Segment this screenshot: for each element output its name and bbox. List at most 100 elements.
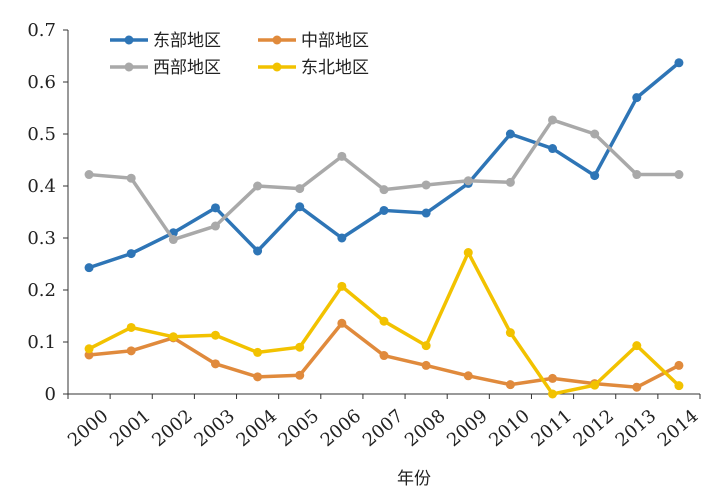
data-point	[126, 346, 136, 356]
data-point	[421, 208, 431, 218]
legend-label: 东北地区	[301, 58, 369, 78]
legend-label: 西部地区	[153, 58, 221, 78]
x-tick-label: 2012	[570, 406, 619, 452]
data-point	[253, 181, 263, 191]
x-tick-label: 2014	[654, 406, 703, 452]
x-tick-label: 2000	[64, 406, 113, 452]
legend-label: 中部地区	[301, 31, 369, 51]
data-point	[253, 347, 263, 357]
data-point	[84, 170, 94, 180]
legend-item: 西部地区	[110, 58, 221, 78]
x-tick-group: 2000200120022003200420052006200720082009…	[64, 394, 702, 451]
x-axis-title: 年份	[397, 469, 431, 489]
data-point	[295, 342, 305, 352]
data-point	[548, 115, 558, 125]
data-point	[126, 249, 136, 259]
data-point	[126, 322, 136, 332]
data-point	[84, 350, 94, 360]
data-point	[210, 330, 220, 340]
data-point	[548, 144, 558, 154]
x-tick-label: 2009	[443, 406, 492, 452]
data-point	[337, 151, 347, 161]
data-point	[421, 360, 431, 370]
series-4	[84, 248, 684, 399]
data-point	[253, 372, 263, 382]
data-point	[84, 263, 94, 273]
data-point	[505, 177, 515, 187]
series-line	[88, 118, 679, 242]
series-1	[84, 58, 684, 273]
data-point	[379, 351, 389, 361]
x-tick-label: 2005	[275, 406, 324, 452]
data-point	[337, 318, 347, 328]
data-point	[463, 248, 473, 258]
data-point	[674, 381, 684, 391]
data-point	[379, 316, 389, 326]
x-tick-label: 2002	[148, 406, 197, 452]
data-point	[590, 129, 600, 139]
legend-item: 东北地区	[258, 58, 369, 78]
x-tick-label: 2006	[317, 406, 366, 452]
data-point	[295, 202, 305, 212]
data-point	[337, 233, 347, 243]
x-axis: 2000200120022003200420052006200720082009…	[64, 393, 702, 451]
data-point	[505, 328, 515, 338]
x-tick-label: 2003	[190, 406, 239, 452]
data-point	[168, 332, 178, 342]
legend-item: 东部地区	[110, 31, 221, 51]
data-point	[421, 341, 431, 351]
data-point	[126, 173, 136, 183]
x-tick-label: 2008	[401, 406, 450, 452]
data-point	[548, 373, 558, 383]
y-tick-label: 0.5	[27, 124, 56, 145]
data-point	[590, 380, 600, 390]
data-point	[674, 360, 684, 370]
y-tick-label: 0	[45, 384, 56, 405]
x-tick-label: 2007	[359, 406, 408, 452]
legend-label: 东部地区	[153, 31, 221, 51]
y-tick-label: 0.1	[27, 332, 56, 353]
data-point	[379, 185, 389, 195]
data-point	[210, 359, 220, 369]
data-point	[295, 184, 305, 194]
data-point	[84, 344, 94, 354]
data-point	[674, 58, 684, 68]
x-tick-label: 2013	[612, 406, 661, 452]
series-3	[84, 115, 684, 245]
y-tick-label: 0.6	[27, 72, 56, 93]
data-point	[632, 341, 642, 351]
x-tick-label: 2010	[485, 406, 534, 452]
data-point	[590, 171, 600, 181]
data-point	[253, 246, 263, 256]
data-point	[421, 180, 431, 190]
data-point	[548, 389, 558, 399]
data-point	[505, 129, 515, 139]
data-point	[463, 371, 473, 381]
legend-item: 中部地区	[258, 31, 369, 51]
data-point	[632, 382, 642, 392]
data-point	[463, 176, 473, 186]
legend-marker	[272, 35, 282, 45]
y-tick-label: 0.3	[27, 228, 56, 249]
data-point	[674, 170, 684, 180]
data-point	[295, 370, 305, 380]
data-point	[379, 205, 389, 215]
data-point	[337, 281, 347, 291]
data-point	[632, 93, 642, 103]
y-tick-label: 0.4	[27, 176, 56, 197]
y-tick-group: 0 0.1 0.2 0.3 0.4 0.5 0.6 0.7	[27, 20, 68, 405]
data-point	[632, 170, 642, 180]
data-point	[210, 203, 220, 213]
data-point	[168, 235, 178, 245]
legend-marker	[272, 62, 282, 72]
series-layer	[84, 58, 684, 399]
y-axis: 0 0.1 0.2 0.3 0.4 0.5 0.6 0.7	[27, 20, 69, 405]
legend-marker	[124, 35, 134, 45]
data-point	[210, 221, 220, 231]
x-tick-label: 2004	[232, 406, 281, 452]
x-tick-label: 2001	[106, 406, 155, 452]
x-tick-label: 2011	[527, 406, 576, 452]
data-point	[505, 380, 515, 390]
